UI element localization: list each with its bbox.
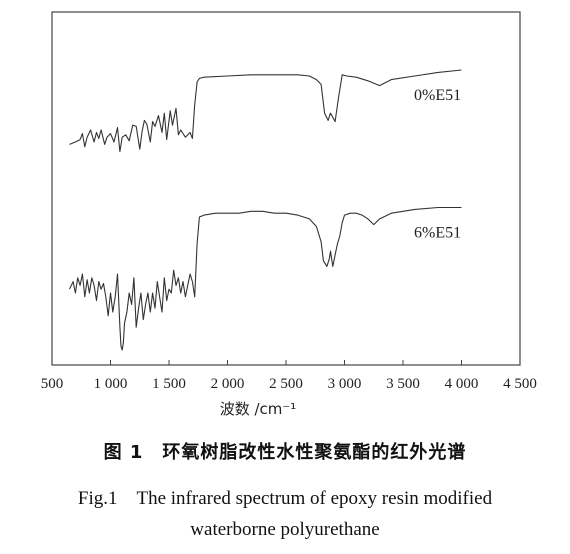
series-labels: 0%E51 6%E51 [414, 87, 461, 242]
x-tick-label: 4 500 [503, 376, 537, 392]
series-line-0pct-e51 [69, 69, 462, 153]
x-tick-label: 4 000 [445, 376, 479, 392]
x-axis-ticks [51, 360, 521, 365]
x-tick-label: 2 000 [211, 376, 245, 392]
figure-caption-chinese: 图 1 环氧树脂改性水性聚氨酯的红外光谱 [103, 442, 467, 463]
x-axis-tick-labels: 500 1 000 1 500 2 000 2 500 3 000 3 500 4 000 4 … [41, 376, 537, 392]
x-tick-label: 1 500 [152, 376, 186, 392]
x-tick-label: 2 500 [269, 376, 303, 392]
figure-caption-english-line1: Fig.1 The infrared spectrum of epoxy res… [77, 488, 493, 509]
series-label: 6%E51 [414, 225, 461, 242]
series-line-6pct-e51 [69, 206, 462, 351]
series-label: 0%E51 [414, 87, 461, 104]
plot-frame [51, 11, 521, 366]
figure-caption-english-line2: waterborne polyurethane [190, 519, 380, 540]
x-tick-label: 500 [41, 376, 64, 392]
spectrum-traces [69, 69, 462, 351]
x-tick-label: 3 000 [328, 376, 362, 392]
x-tick-label: 1 000 [94, 376, 128, 392]
x-axis-title: 波数 /cm⁻¹ [220, 400, 297, 418]
x-tick-label: 3 500 [386, 376, 420, 392]
